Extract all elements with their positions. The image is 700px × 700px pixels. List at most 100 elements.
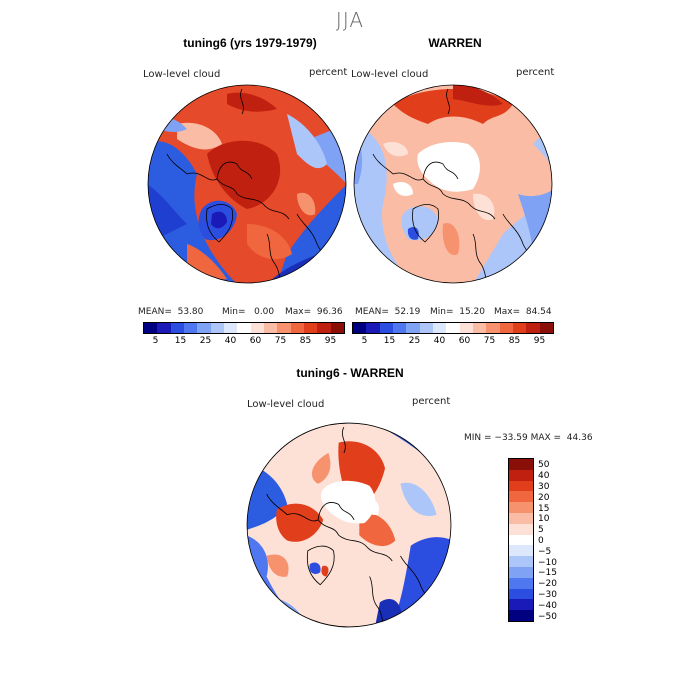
colorbar-tick-label: 85 [508,336,521,346]
colorbar-swatch [419,323,433,333]
colorbar-swatch [509,545,533,557]
right-polar-map [353,84,553,284]
colorbar-tick-label: 5 [152,336,159,346]
colorbar-swatch [432,323,447,333]
diff-polar-map [246,422,452,628]
colorbar-swatch [392,323,407,333]
colorbar-tick-label: −10 [538,557,557,568]
right-min-stat: Min= 15.20 [430,307,485,317]
colorbar-swatch [509,480,533,492]
colorbar-tick-label: 50 [538,460,550,471]
colorbar-swatch [183,323,198,333]
colorbar-swatch [210,323,224,333]
colorbar-tick-label: −50 [538,611,557,622]
right-mean-stat: MEAN= 52.19 [355,307,421,317]
diff-minmax-stat: MIN = −33.59 MAX = 44.36 [464,433,593,443]
colorbar-tick-label: 15 [538,503,550,514]
colorbar-swatch [263,323,278,333]
colorbar-tick-label: 5 [538,525,544,536]
colorbar-tick-label: 75 [274,336,287,346]
colorbar-tick-label: −40 [538,600,557,611]
diff-colorbar-ticks: 50 40 30 20 15 10 5 0 −5 −10 −15 −20 −30 −40 −50 [538,460,557,622]
left-min-stat: Min= 0.00 [222,307,275,317]
colorbar-swatch [509,556,533,567]
right-units-label: percent [516,67,555,78]
left-panel-title: tuning6 (yrs 1979-1979) [183,36,317,50]
colorbar-tick-label: 0 [538,535,544,546]
colorbar-tick-label: 10 [538,514,550,525]
colorbar-swatch [509,599,533,611]
colorbar-tick-label: −20 [538,579,557,590]
colorbar-tick-label: 85 [299,336,312,346]
colorbar-tick-label: 60 [249,336,262,346]
colorbar-tick-label: 75 [483,336,496,346]
diff-panel-title: tuning6 - WARREN [296,366,404,380]
colorbar-swatch [509,523,533,535]
left-units-label: percent [309,67,348,78]
left-variable-label: Low-level cloud [143,69,221,80]
colorbar-swatch [406,323,420,333]
figure-title: JJA [335,8,365,32]
left-colorbar-ticks: 5 15 25 40 60 75 85 95 [143,336,343,346]
colorbar-swatch [250,323,264,333]
left-polar-map [147,84,347,284]
colorbar-swatch [303,323,318,333]
colorbar-swatch [290,323,304,333]
diff-variable-label: Low-level cloud [247,399,325,410]
colorbar-swatch [237,323,251,333]
colorbar-swatch [157,323,171,333]
colorbar-swatch [526,323,540,333]
right-colorbar-ticks: 5 15 25 40 60 75 85 95 [352,336,552,346]
left-max-stat: Max= 96.36 [285,307,343,317]
right-colorbar [352,322,554,334]
colorbar-tick-label: 15 [383,336,396,346]
colorbar-tick-label: 15 [174,336,187,346]
colorbar-swatch [379,323,393,333]
colorbar-swatch [509,502,533,513]
colorbar-swatch [144,323,158,333]
right-variable-label: Low-level cloud [351,69,429,80]
colorbar-swatch [509,469,533,481]
colorbar-swatch [509,566,533,578]
colorbar-swatch [330,323,344,333]
colorbar-tick-label: 20 [538,492,550,503]
colorbar-swatch [539,323,553,333]
colorbar-tick-label: −15 [538,568,557,579]
colorbar-swatch [509,610,533,621]
colorbar-tick-label: 5 [361,336,368,346]
colorbar-swatch [317,323,331,333]
colorbar-swatch [512,323,527,333]
colorbar-swatch [472,323,487,333]
colorbar-tick-label: 40 [433,336,446,346]
colorbar-swatch [486,323,500,333]
colorbar-tick-label: 60 [458,336,471,346]
colorbar-swatch [509,588,533,600]
colorbar-swatch [509,534,533,546]
colorbar-swatch [277,323,291,333]
colorbar-swatch [509,512,533,524]
colorbar-tick-label: 95 [324,336,337,346]
colorbar-tick-label: 40 [224,336,237,346]
colorbar-swatch [446,323,460,333]
colorbar-tick-label: 25 [408,336,421,346]
colorbar-swatch [197,323,211,333]
colorbar-swatch [366,323,380,333]
colorbar-swatch [499,323,513,333]
colorbar-swatch [170,323,184,333]
colorbar-swatch [509,577,533,589]
diff-units-label: percent [412,396,451,407]
right-max-stat: Max= 84.54 [494,307,552,317]
left-colorbar [143,322,345,334]
colorbar-tick-label: −5 [538,546,552,557]
colorbar-swatch [509,491,533,503]
colorbar-swatch [459,323,473,333]
colorbar-swatch [509,459,533,470]
colorbar-tick-label: 40 [538,471,550,482]
colorbar-swatch [353,323,367,333]
colorbar-tick-label: 30 [538,481,550,492]
colorbar-tick-label: 25 [199,336,212,346]
left-mean-stat: MEAN= 53.80 [138,307,204,317]
diff-colorbar [508,458,534,622]
colorbar-tick-label: −30 [538,589,557,600]
colorbar-swatch [223,323,238,333]
